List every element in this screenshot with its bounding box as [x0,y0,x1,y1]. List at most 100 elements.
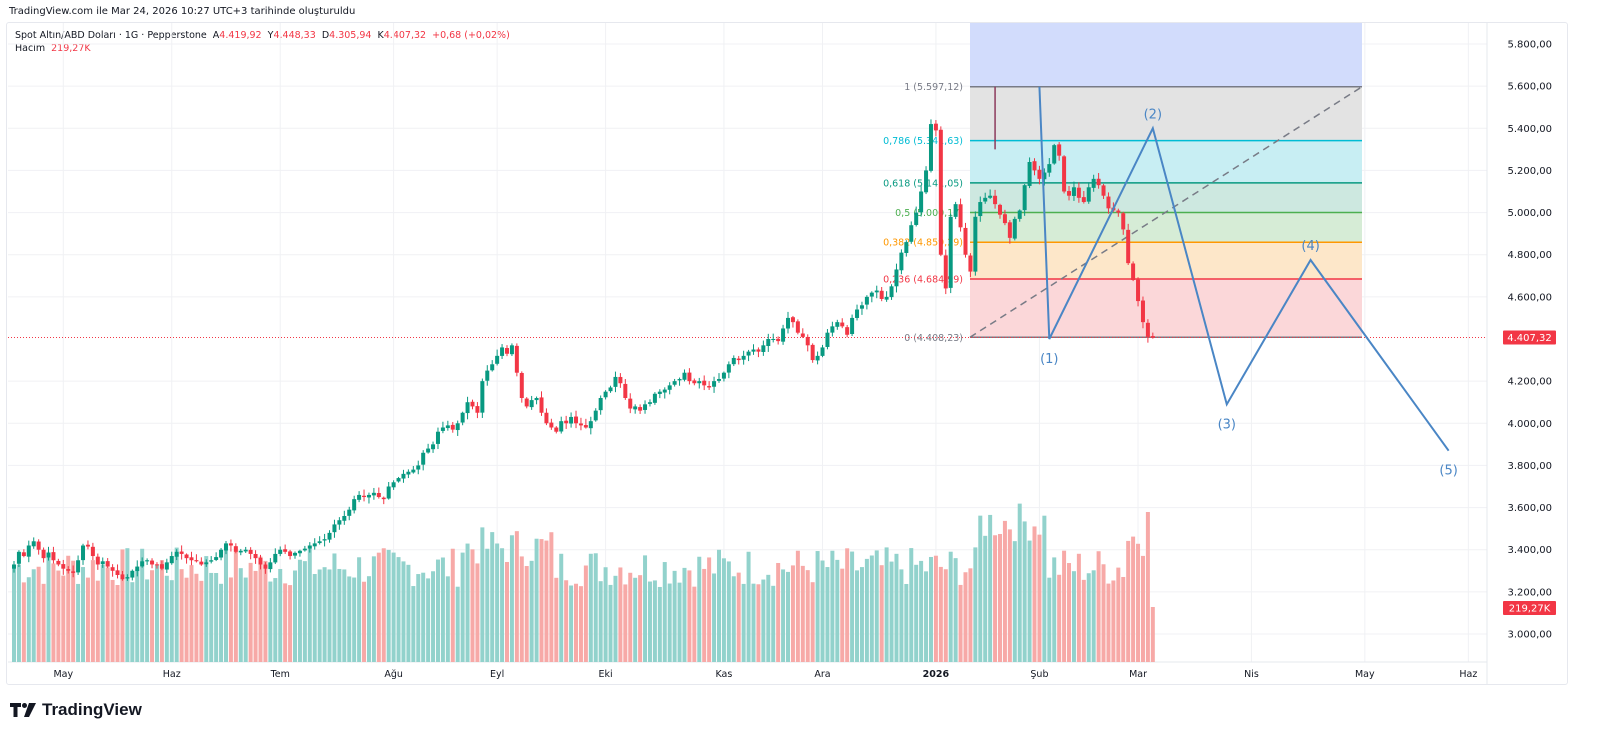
candle [958,198,963,232]
candle [534,396,539,405]
candle [342,510,347,525]
candle [455,420,460,436]
volume-bar [376,552,381,662]
volume-bar [1126,540,1131,662]
candle [569,412,574,428]
candle-body [707,386,712,388]
candle-body [362,495,367,498]
tradingview-logo[interactable]: TradingView [10,700,142,720]
volume-bar [781,569,786,662]
volume-bar [164,575,169,662]
volume-bar [909,548,914,662]
volume-bar [120,549,125,662]
candle-body [455,423,460,431]
volume-bar [1012,541,1017,662]
candle-body [583,425,588,428]
volume-bar [426,578,431,662]
time-tick-label: 2026 [923,669,950,680]
candle-body [687,372,692,382]
volume-bar [317,569,322,662]
candle [855,304,860,321]
candle-body [16,551,21,564]
candle-body [820,347,825,356]
candle-body [603,391,608,398]
wave-label: (4) [1301,239,1319,254]
candle [928,119,933,173]
candle [1116,208,1121,217]
candle-body [243,549,248,552]
candle-body [36,541,41,550]
wave-label: (2) [1144,107,1162,122]
candle-body [445,425,450,429]
volume-bar [352,577,357,662]
candle-body [71,571,76,573]
volume-bar [554,577,559,662]
price-tick-label: 4.000,00 [1507,419,1552,430]
candle-body [1022,185,1027,211]
volume-bar [140,548,145,662]
candle [421,450,426,471]
volume-bar [524,566,529,662]
candle [505,345,509,357]
candle-body [697,381,702,384]
candle-body [726,364,731,373]
candle [293,551,298,559]
candle-body [228,543,233,546]
candle [1086,182,1091,204]
fib-zone [970,86,1362,141]
price-tick-label: 5.600,00 [1507,82,1552,93]
candle [795,319,800,335]
candle-body [524,398,529,407]
volume-bar [1091,570,1096,662]
candle [598,395,603,415]
candle-body [12,564,16,569]
candle [480,378,485,418]
candle-body [465,402,470,414]
volume-bar [825,567,830,662]
candle-body [1062,156,1067,192]
fib-zone-extension [970,23,1362,87]
candle-body [1150,336,1155,338]
candle-body [352,499,357,511]
volume-bar [293,570,298,662]
candle [302,545,307,552]
volume-bar [56,570,61,662]
volume-bar [963,572,968,662]
candle [943,249,948,295]
price-axis: 5.800,00 5.600,00 5.400,00 5.200,00 5.000,00… [1507,40,1552,641]
volume-bar [154,564,159,662]
candle [692,378,697,386]
candle-body [174,551,179,557]
candle-body [1140,300,1145,323]
candle [746,349,751,362]
volume-bar [539,539,544,662]
chart-legend: Spot Altın/ABD Doları · 1G · Pepperstone… [15,29,510,55]
time-tick-label: Tem [270,669,290,680]
volume-bar [1116,567,1121,662]
symbol-title[interactable]: Spot Altın/ABD Doları · 1G · Pepperstone [15,30,207,41]
volume-bar [209,572,214,662]
candle [317,536,322,545]
candle-body [76,560,81,573]
candle-body [879,290,884,299]
volume-bar [549,532,554,662]
volume-bar [593,553,598,662]
time-tick-label: Ara [814,669,830,680]
volume-bar [608,584,613,662]
volume-bar [445,576,450,662]
candle [440,421,445,434]
candle [840,318,845,329]
candle [125,574,130,581]
candle [1022,184,1027,216]
elliott-wave: (1) (2) (3) (4) (5) [1038,86,1458,479]
candle [682,369,687,382]
candle-body [297,550,302,554]
candle [721,371,726,382]
candle-body [761,345,766,352]
candle [95,553,100,570]
time-tick-label: Eyl [490,669,504,680]
candle-body [184,554,189,559]
candle-body [475,406,480,413]
candle [1032,158,1037,176]
